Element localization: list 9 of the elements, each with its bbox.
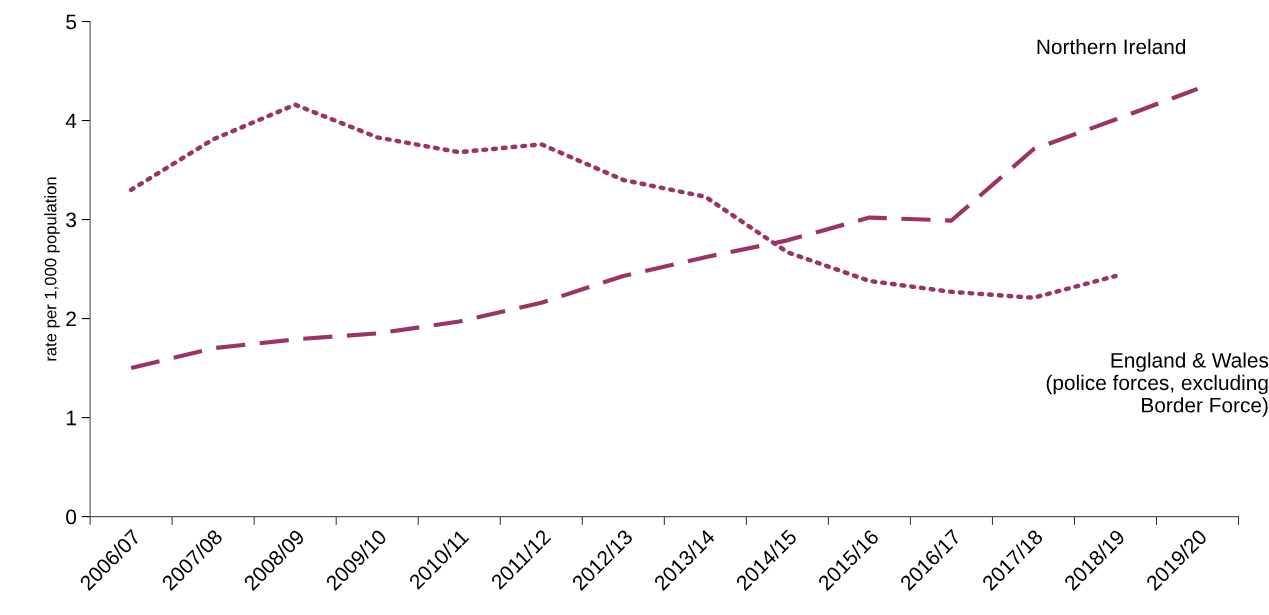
y-tick-label: 3 [66, 212, 76, 228]
text: England & Wales (police forces, excluding Border Force) [1046, 352, 1269, 417]
y-tick-label: 4 [65, 113, 77, 129]
y-tick-label: 2 [66, 311, 76, 327]
series-label: Northern Ireland [1037, 38, 1186, 55]
y-tick-label: 5 [66, 14, 77, 30]
y-tick-label: 0 [66, 509, 77, 525]
y-axis-title: rate per 1,000 population [44, 177, 60, 361]
y-tick-label: 1 [66, 410, 76, 426]
